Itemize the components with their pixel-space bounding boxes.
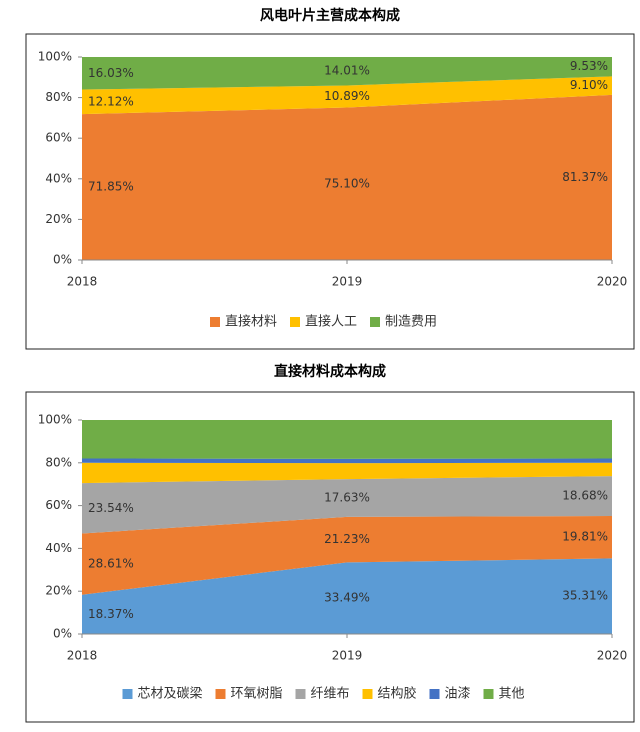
x-tick-label: 2019 [332, 275, 363, 289]
data-label: 35.31% [562, 589, 608, 603]
data-label: 75.10% [324, 176, 370, 190]
area [82, 462, 612, 484]
legend-swatch [210, 317, 220, 327]
data-label: 9.53% [570, 59, 608, 73]
data-label: 18.37% [88, 607, 134, 621]
area [82, 57, 612, 90]
chart-title: 风电叶片主营成本构成 [260, 7, 400, 24]
x-tick-label: 2018 [67, 275, 98, 289]
data-label: 17.63% [324, 491, 370, 505]
y-tick-label: 60% [45, 131, 72, 145]
legend-swatch [362, 689, 373, 699]
data-label: 21.23% [324, 532, 370, 546]
y-tick-label: 0% [53, 253, 72, 267]
legend-label: 结构胶 [378, 686, 417, 702]
legend-label: 其他 [499, 687, 525, 702]
chart-title: 直接材料成本构成 [274, 363, 386, 380]
x-tick-label: 2020 [597, 275, 628, 289]
data-label: 23.54% [88, 501, 134, 515]
legend-label: 油漆 [445, 686, 471, 702]
data-label: 16.03% [88, 66, 134, 80]
data-label: 14.01% [324, 64, 370, 78]
legend-swatch [483, 689, 494, 699]
data-label: 33.49% [324, 591, 370, 605]
area [82, 458, 612, 464]
y-tick-label: 100% [38, 50, 72, 64]
legend-swatch [295, 689, 306, 699]
y-tick-label: 80% [45, 90, 72, 104]
area [82, 516, 612, 595]
data-label: 81.37% [562, 170, 608, 184]
y-tick-label: 40% [45, 171, 72, 185]
y-tick-label: 60% [45, 498, 72, 512]
legend-label: 环氧树脂 [231, 687, 283, 702]
y-tick-label: 100% [38, 413, 72, 427]
data-label: 28.61% [88, 557, 134, 571]
x-tick-label: 2018 [67, 649, 98, 663]
legend-label: 芯材及碳梁 [138, 687, 203, 702]
area [82, 76, 612, 115]
legend-label: 直接材料 [225, 314, 277, 330]
legend-swatch [215, 689, 226, 699]
data-label: 19.81% [562, 530, 608, 544]
area [82, 558, 612, 634]
legend-swatch [429, 689, 440, 699]
y-tick-label: 0% [53, 627, 72, 641]
data-label: 18.68% [562, 489, 608, 503]
data-label: 10.89% [324, 89, 370, 103]
area [82, 94, 612, 260]
x-tick-label: 2020 [597, 649, 628, 663]
legend-swatch [122, 689, 133, 699]
y-tick-label: 40% [45, 541, 72, 555]
legend-swatch [290, 317, 300, 327]
legend-swatch [370, 317, 380, 327]
y-tick-label: 80% [45, 455, 72, 469]
legend-label: 直接人工 [305, 314, 357, 330]
data-label: 9.10% [570, 78, 608, 92]
area [82, 476, 612, 534]
y-tick-label: 20% [45, 212, 72, 226]
legend-label: 纤维布 [311, 687, 350, 702]
y-tick-label: 20% [45, 584, 72, 598]
area [82, 420, 612, 459]
data-label: 71.85% [88, 180, 134, 194]
x-tick-label: 2019 [332, 649, 363, 663]
data-label: 12.12% [88, 94, 134, 108]
legend-label: 制造费用 [385, 315, 437, 330]
